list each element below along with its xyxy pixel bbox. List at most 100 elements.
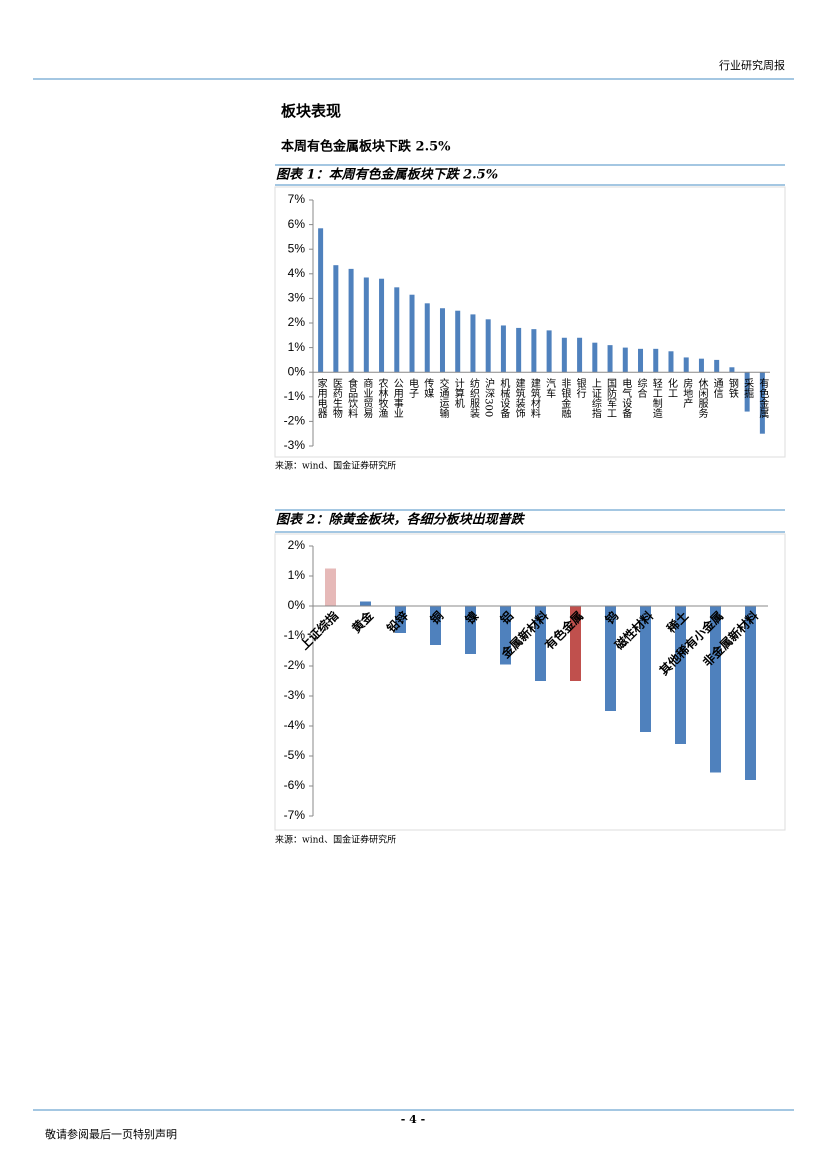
- y-tick-label: 5%: [288, 241, 306, 255]
- x-tick-label: 农林牧渔: [376, 377, 388, 419]
- bar: [683, 357, 689, 373]
- x-tick-label: 沪深300: [483, 377, 495, 417]
- chart-title: 图表 1：本周有色金属板块下跌 2.5%: [276, 167, 498, 183]
- bar: [570, 606, 581, 681]
- y-tick-label: 7%: [288, 192, 306, 206]
- x-tick-label: 家用电器: [315, 377, 327, 419]
- y-tick-label: 3%: [288, 291, 306, 305]
- bar: [729, 367, 735, 373]
- x-tick-label: 国防军工: [605, 378, 617, 418]
- x-tick-label: 交通运输: [437, 377, 449, 419]
- x-tick-label: 有色金属: [757, 377, 769, 419]
- x-tick-label: 计算机: [452, 377, 464, 409]
- chart-source: 来源：wind、国金证券研究所: [275, 834, 396, 846]
- x-tick-label: 综合: [635, 377, 647, 399]
- bar: [409, 294, 415, 373]
- bar: [653, 348, 659, 373]
- x-tick-label: 上证综指: [589, 378, 601, 419]
- bar: [714, 359, 720, 373]
- bar: [535, 606, 546, 681]
- y-tick-label: 0%: [288, 364, 306, 378]
- bar: [745, 606, 756, 780]
- bar: [325, 568, 336, 606]
- bar: [577, 337, 583, 373]
- x-tick-label: 公用事业: [391, 378, 403, 418]
- bar: [622, 347, 628, 373]
- x-tick-label: 钢铁: [726, 377, 738, 399]
- x-tick-label: 电子: [407, 377, 419, 398]
- x-tick-label: 轻工制造: [650, 377, 662, 418]
- x-tick-label: 机械设备: [498, 377, 510, 419]
- bar: [363, 277, 369, 373]
- page-number: - 4 -: [401, 1113, 425, 1126]
- y-tick-label: -3%: [284, 688, 306, 702]
- disclaimer: 敬请参阅最后一页特别声明: [45, 1127, 177, 1141]
- x-tick-label: 建筑材料: [528, 377, 540, 419]
- bar: [424, 303, 430, 373]
- bar: [744, 372, 750, 412]
- chart-frame: [274, 186, 786, 458]
- x-tick-label: 商业贸易: [361, 377, 373, 419]
- y-tick-label: 2%: [288, 538, 306, 552]
- bar: [605, 606, 616, 711]
- y-tick-label: 1%: [288, 340, 306, 354]
- x-tick-label: 通信: [711, 378, 723, 399]
- bar: [607, 345, 613, 373]
- y-tick-label: 4%: [288, 266, 306, 280]
- bar: [638, 348, 644, 373]
- bar: [455, 310, 461, 373]
- y-tick-label: -6%: [284, 778, 306, 792]
- bar: [360, 601, 371, 606]
- chart-source: 来源：wind、国金证券研究所: [275, 460, 396, 472]
- x-tick-label: 休闲服务: [696, 378, 708, 419]
- bar: [348, 268, 354, 373]
- header-text: 行业研究周报: [719, 58, 785, 72]
- y-tick-label: -1%: [284, 628, 306, 642]
- bar: [485, 319, 491, 373]
- y-tick-label: -7%: [284, 808, 306, 822]
- bar: [710, 606, 721, 773]
- bar: [500, 606, 511, 665]
- bar: [318, 228, 324, 373]
- bar: [333, 265, 339, 373]
- bar: [430, 606, 441, 645]
- bar: [516, 327, 522, 373]
- bar: [470, 314, 476, 373]
- bar: [759, 372, 765, 434]
- bar: [561, 337, 567, 373]
- y-tick-label: -4%: [284, 718, 306, 732]
- x-tick-label: 医药生物: [330, 378, 342, 419]
- bar: [640, 606, 651, 732]
- bar: [500, 325, 506, 373]
- bar: [439, 308, 445, 373]
- x-tick-label: 纺织服装: [467, 377, 479, 419]
- bar: [395, 606, 406, 633]
- y-tick-label: 6%: [288, 217, 306, 231]
- x-tick-label: 建筑装饰: [513, 377, 525, 419]
- bar: [546, 330, 552, 373]
- x-tick-label: 银行: [574, 377, 586, 399]
- x-tick-label: 采掘: [742, 378, 754, 399]
- chart-frame: [274, 533, 786, 831]
- section-title: 板块表现: [281, 102, 341, 120]
- bar: [592, 342, 598, 373]
- x-tick-label: 房地产: [681, 377, 693, 409]
- x-tick-label: 电气设备: [620, 377, 632, 419]
- x-tick-label: 食品饮料: [346, 377, 358, 419]
- y-tick-label: -3%: [284, 438, 306, 452]
- subtitle: 本周有色金属板块下跌 2.5%: [281, 139, 451, 155]
- y-tick-label: -2%: [284, 658, 306, 672]
- x-tick-label: 传媒: [422, 378, 434, 399]
- y-tick-label: 0%: [288, 598, 306, 612]
- bar: [394, 287, 400, 373]
- y-tick-label: 2%: [288, 315, 306, 329]
- x-tick-label: 非银金融: [559, 378, 571, 419]
- chart-title: 图表 2：除黄金板块，各细分板块出现普跌: [276, 512, 526, 528]
- bar: [379, 278, 385, 373]
- bar: [531, 329, 537, 373]
- bar: [698, 358, 704, 373]
- bar: [465, 606, 476, 654]
- x-tick-label: 汽车: [544, 377, 556, 399]
